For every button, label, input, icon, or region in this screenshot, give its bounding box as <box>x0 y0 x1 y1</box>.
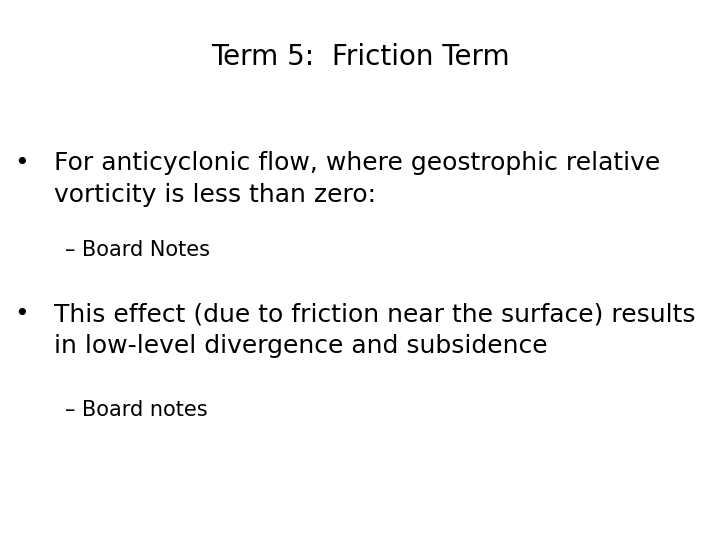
Text: – Board notes: – Board notes <box>65 400 207 420</box>
Text: – Board Notes: – Board Notes <box>65 240 210 260</box>
Text: •: • <box>14 151 29 175</box>
Text: Term 5:  Friction Term: Term 5: Friction Term <box>211 43 509 71</box>
Text: For anticyclonic flow, where geostrophic relative
vorticity is less than zero:: For anticyclonic flow, where geostrophic… <box>54 151 660 207</box>
Text: •: • <box>14 302 29 326</box>
Text: This effect (due to friction near the surface) results
in low-level divergence a: This effect (due to friction near the su… <box>54 302 696 358</box>
